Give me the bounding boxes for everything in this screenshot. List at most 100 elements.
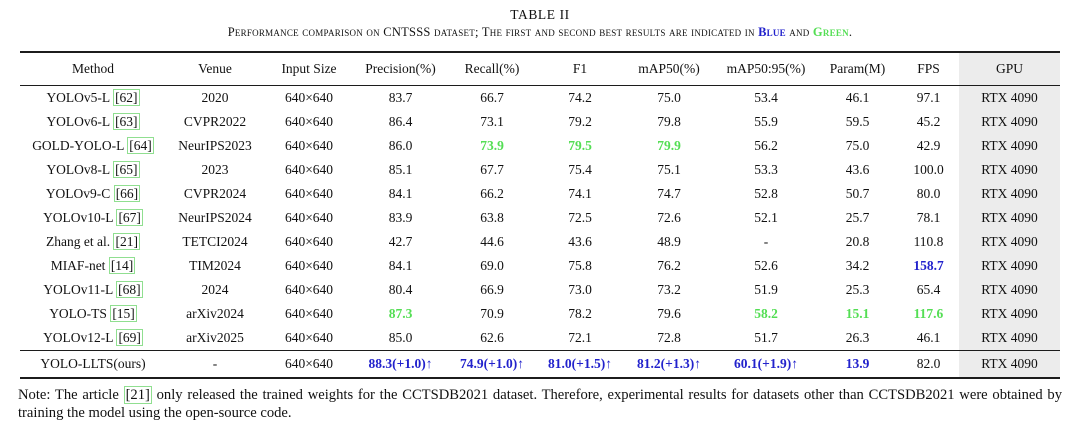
metric-cell: 75.1 bbox=[657, 162, 681, 177]
metric-cell: 79.2 bbox=[568, 114, 592, 129]
table-row: YOLOv11-L [68] 2024 640×640 80.4 66.9 73.0 73.… bbox=[20, 278, 1060, 302]
venue-cell: NeurIPS2023 bbox=[178, 138, 252, 153]
citation-link[interactable]: [68] bbox=[116, 281, 143, 298]
citation-link[interactable]: [15] bbox=[110, 305, 137, 322]
method-cell: YOLO-LLTS(ours) bbox=[40, 356, 146, 371]
metric-cell: 72.1 bbox=[568, 330, 592, 345]
metric-cell: 74.9(+1.0)↑ bbox=[460, 356, 524, 371]
column-header: Precision(%) bbox=[365, 61, 436, 76]
metric-cell: 79.6 bbox=[657, 306, 681, 321]
column-header: mAP50:95(%) bbox=[726, 61, 806, 76]
metric-cell: 80.0 bbox=[916, 186, 941, 201]
metric-cell: 78.1 bbox=[916, 210, 941, 225]
citation-link[interactable]: [67] bbox=[116, 209, 143, 226]
method-cell: Zhang et al. [21] bbox=[46, 233, 140, 250]
method-cell: YOLOv8-L [65] bbox=[46, 161, 140, 178]
metric-cell: 50.7 bbox=[845, 186, 870, 201]
metric-cell: 97.1 bbox=[916, 90, 941, 105]
venue-cell: NeurIPS2024 bbox=[178, 210, 252, 225]
column-header: Param(M) bbox=[829, 61, 886, 76]
citation-link[interactable]: [62] bbox=[113, 89, 140, 106]
caption-text-before: Performance comparison on CNTSSS dataset… bbox=[227, 25, 759, 39]
gpu-cell: RTX 4090 bbox=[959, 134, 1060, 158]
citation-link[interactable]: [66] bbox=[113, 185, 141, 202]
metric-cell: 66.9 bbox=[480, 282, 504, 297]
method-cell: YOLOv5-L [62] bbox=[46, 89, 140, 106]
method-cell: YOLOv12-L [69] bbox=[43, 329, 143, 346]
metric-cell: 62.6 bbox=[480, 330, 504, 345]
venue-cell: arXiv2025 bbox=[186, 330, 244, 345]
header-row: Method Venue Input Size Precision(%) Recall(… bbox=[20, 52, 1060, 86]
metric-cell: 66.2 bbox=[480, 186, 504, 201]
column-header: GPU bbox=[959, 52, 1060, 86]
metric-cell: 46.1 bbox=[916, 330, 941, 345]
citation-link[interactable]: [69] bbox=[116, 329, 143, 346]
caption-text-between: and bbox=[785, 25, 813, 39]
venue-cell: arXiv2024 bbox=[186, 306, 244, 321]
metric-cell: 52.1 bbox=[754, 210, 778, 225]
venue-cell: TETCI2024 bbox=[182, 234, 248, 249]
gpu-cell: RTX 4090 bbox=[959, 110, 1060, 134]
metric-cell: 63.8 bbox=[480, 210, 504, 225]
citation-link[interactable]: [14] bbox=[108, 257, 136, 274]
metric-cell: 65.4 bbox=[916, 282, 941, 297]
gpu-cell: RTX 4090 bbox=[959, 85, 1060, 110]
input-size-cell: 640×640 bbox=[284, 90, 334, 105]
venue-cell: CVPR2022 bbox=[183, 114, 247, 129]
metric-cell: 100.0 bbox=[913, 162, 944, 177]
method-cell: YOLOv9-C [66] bbox=[45, 185, 141, 202]
metric-cell: 75.4 bbox=[568, 162, 592, 177]
metric-cell: 67.7 bbox=[480, 162, 504, 177]
metric-cell: 48.9 bbox=[657, 234, 681, 249]
column-header: Method bbox=[72, 61, 114, 76]
input-size-cell: 640×640 bbox=[284, 114, 334, 129]
metric-cell: 73.9 bbox=[480, 138, 504, 153]
metric-cell: 74.2 bbox=[568, 90, 592, 105]
metric-cell: 52.6 bbox=[754, 258, 778, 273]
metric-cell: 56.2 bbox=[754, 138, 778, 153]
input-size-cell: 640×640 bbox=[284, 306, 334, 321]
metric-cell: 84.1 bbox=[388, 258, 413, 273]
results-table: Method Venue Input Size Precision(%) Recall(… bbox=[20, 51, 1060, 379]
metric-cell: 74.1 bbox=[568, 186, 592, 201]
method-cell: YOLOv11-L [68] bbox=[43, 281, 143, 298]
citation-link[interactable]: [21] bbox=[113, 233, 140, 250]
citation-link[interactable]: [64] bbox=[127, 137, 154, 154]
metric-cell: 73.0 bbox=[568, 282, 592, 297]
metric-cell: 53.4 bbox=[754, 90, 778, 105]
venue-cell: 2024 bbox=[201, 282, 229, 297]
metric-cell: 70.9 bbox=[480, 306, 504, 321]
table-row: YOLO-TS [15] arXiv2024 640×640 87.3 70.9 78.2… bbox=[20, 302, 1060, 326]
caption-text-after: . bbox=[848, 25, 853, 39]
metric-cell: 75.0 bbox=[845, 138, 870, 153]
metric-cell: 110.8 bbox=[913, 234, 944, 249]
gpu-cell: RTX 4090 bbox=[959, 326, 1060, 351]
metric-cell: 51.9 bbox=[754, 282, 778, 297]
metric-cell: 87.3 bbox=[388, 306, 413, 321]
gpu-cell: RTX 4090 bbox=[959, 206, 1060, 230]
citation-link[interactable]: [63] bbox=[113, 113, 140, 130]
metric-cell: 43.6 bbox=[845, 162, 870, 177]
metric-cell: 72.5 bbox=[568, 210, 592, 225]
table-row: YOLOv8-L [65] 2023 640×640 85.1 67.7 75.4 75.1… bbox=[20, 158, 1060, 182]
metric-cell: 42.7 bbox=[388, 234, 413, 249]
input-size-cell: 640×640 bbox=[284, 258, 334, 273]
gpu-cell: RTX 4090 bbox=[959, 302, 1060, 326]
citation-link[interactable]: [65] bbox=[113, 161, 140, 178]
metric-cell: 79.8 bbox=[657, 114, 681, 129]
metric-cell: 44.6 bbox=[480, 234, 504, 249]
table-row: YOLOv10-L [67] NeurIPS2024 640×640 83.9 63.8… bbox=[20, 206, 1060, 230]
gpu-cell: RTX 4090 bbox=[959, 158, 1060, 182]
table-title-block: TABLE II Performance comparison on CNTSS… bbox=[0, 7, 1080, 40]
metric-cell: 25.7 bbox=[845, 210, 870, 225]
table-row: YOLOv12-L [69] arXiv2025 640×640 85.0 62.6 72… bbox=[20, 326, 1060, 351]
input-size-cell: 640×640 bbox=[284, 356, 334, 371]
metric-cell: 59.5 bbox=[845, 114, 870, 129]
input-size-cell: 640×640 bbox=[284, 282, 334, 297]
metric-cell: 69.0 bbox=[480, 258, 504, 273]
metric-cell: 79.5 bbox=[568, 138, 592, 153]
metric-cell: 25.3 bbox=[845, 282, 870, 297]
table-label: TABLE II bbox=[510, 7, 570, 22]
citation-link[interactable]: [21] bbox=[123, 386, 152, 404]
